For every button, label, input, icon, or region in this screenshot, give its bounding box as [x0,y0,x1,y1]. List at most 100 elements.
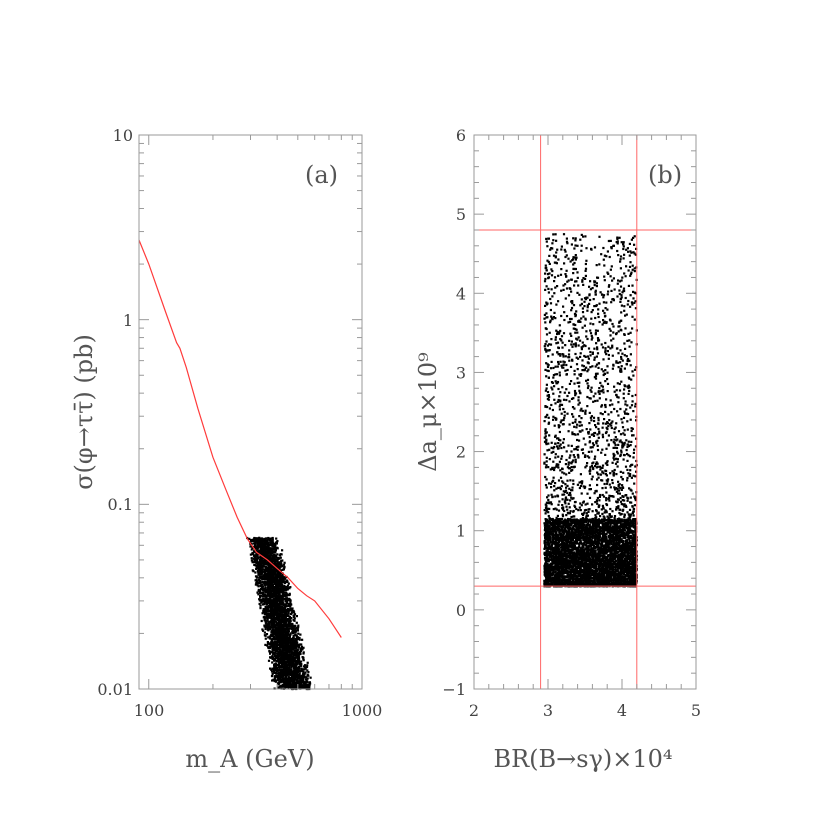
panel-a-point [279,585,282,588]
panel-a-point [289,677,292,680]
panel-a-point [309,676,312,679]
panel-a-point [272,630,275,633]
panel-a-point [290,668,293,671]
panel-a-point [271,555,275,558]
panel-a-point [288,608,291,611]
panel-a-point [276,540,279,543]
panel-a-point [284,637,288,640]
panel-b-point [618,289,621,292]
panel-a-point [278,561,281,564]
panel-a-point [260,619,263,623]
panel-a-point [300,645,303,648]
panel-a-point [271,589,274,592]
panel-a-point [289,653,292,656]
panel-a-point [293,619,296,622]
panel-b-point [592,323,595,326]
panel-b-point [626,560,629,563]
panel-a-point [258,602,261,605]
panel-a-point [266,592,270,595]
panel-a-point [266,625,269,628]
panel-b-point [544,512,547,515]
panel-a-point [290,608,293,611]
panel-a-point [271,584,275,587]
panel-a-point [282,681,285,684]
panel-b-point [563,414,566,417]
panel-b-point [618,292,621,296]
panel-a-point [283,644,286,647]
panel-a-point [273,542,276,545]
panel-a-point [257,573,260,576]
panel-a-point [291,622,294,626]
panel-a-point [276,612,279,615]
panel-a-point [272,652,275,655]
panel-a-point [286,588,289,591]
panel-a-point [272,678,275,681]
panel-a-point [274,581,277,584]
panel-b-point [631,315,634,318]
panel-a-point [255,582,258,585]
panel-b-point [611,510,614,513]
panel-a-point [266,609,269,612]
panel-a-point [284,675,288,678]
panel-a-point [303,664,307,667]
panel-b-point [560,335,564,338]
panel-a-point [255,557,258,560]
panel-a-point [261,543,264,546]
panel-a-point [275,609,278,612]
panel-a-point [296,650,299,653]
panel-b-point [610,439,613,442]
panel-b-point [591,572,594,575]
panel-b-point [580,373,583,376]
panel-a-point [278,660,282,663]
panel-a-point [276,592,279,595]
panel-a-point [288,621,291,625]
panel-a-point [298,663,301,666]
panel-a-point [263,608,266,611]
panel-a-point [301,638,304,641]
panel-a-point [278,685,282,688]
panel-a-point [267,621,270,624]
panel-a-point [274,547,277,550]
panel-a-point [307,685,311,688]
panel-a-point [268,610,271,613]
panel-a-point [259,607,262,610]
panel-a-point [264,568,267,571]
panel-a-point [263,543,266,546]
panel-a-point [280,584,283,587]
panel-a-point [269,627,272,630]
panel-a-point [273,671,276,674]
panel-a-point [283,593,287,596]
panel-a-point [290,658,293,662]
panel-a-point [284,581,287,584]
panel-b-point [586,566,589,569]
panel-a-x-tick-label: 100 [134,701,165,720]
panel-a-point [288,625,291,628]
panel-a-y-axis-label: σ(φ→ττ̄) (pb) [70,334,98,490]
panel-b-point [584,344,587,348]
panel-a-point [264,637,267,640]
panel-a-point [284,674,287,677]
panel-a-point [276,608,279,612]
panel-b-point [601,413,604,416]
panel-a-point [284,683,287,686]
panel-a-point [268,612,271,615]
panel-a-point [264,541,267,544]
panel-a-point [271,592,274,596]
panel-b-point [614,566,618,569]
panel-b-point [611,322,614,326]
panel-a-point [282,618,285,621]
panel-b-point [611,403,614,406]
panel-a-point [271,657,274,660]
panel-a-point [269,585,272,588]
panel-a-point [296,676,299,679]
panel-a-x-tick-label: 1000 [342,701,383,720]
panel-a-point [276,652,279,656]
panel-a-point [257,593,260,596]
panel-a-point [273,623,276,626]
panel-b-point [617,396,620,399]
panel-a-point [294,650,297,653]
panel-a-point [289,661,292,664]
panel-a-point [290,670,293,673]
panel-a-point [261,559,264,562]
panel-a-point [253,560,256,563]
